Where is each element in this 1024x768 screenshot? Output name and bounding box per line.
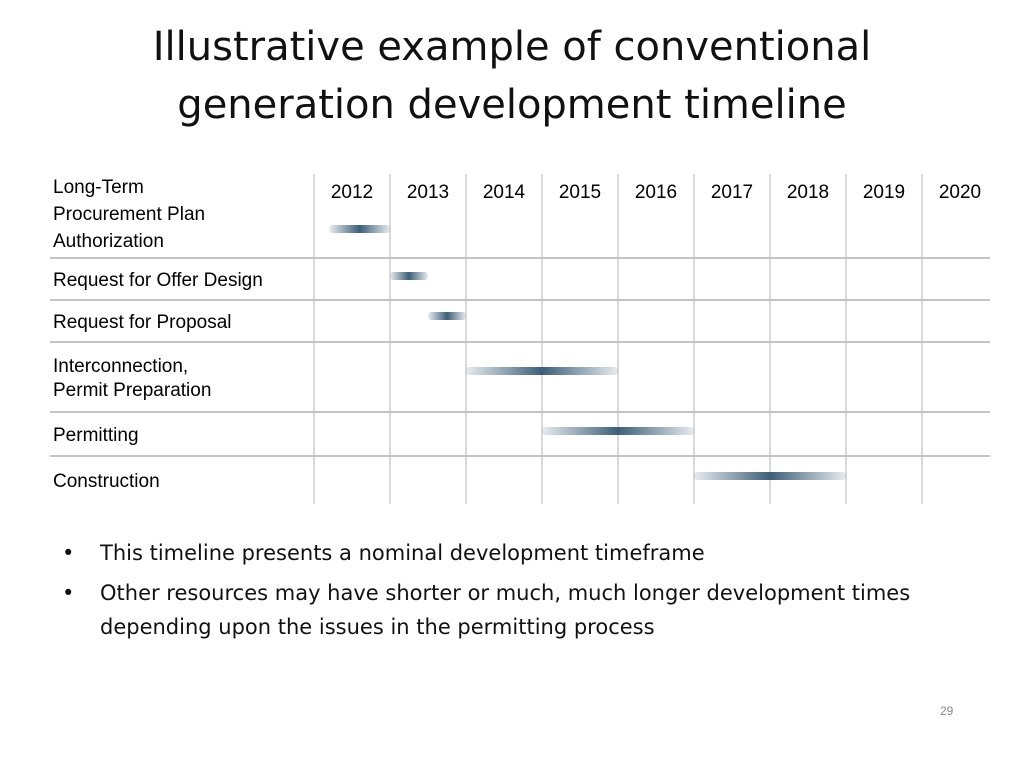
task-label: Permitting [53, 425, 139, 446]
year-label: 2019 [863, 182, 905, 203]
task-bar [390, 272, 428, 280]
task-label: Long-Term [53, 177, 144, 198]
year-label: 2013 [407, 182, 449, 203]
task-bar [466, 367, 618, 375]
task-bars [329, 225, 846, 480]
page-number: 29 [940, 704, 954, 718]
bullet-item: Other resources may have shorter or much… [62, 576, 962, 644]
task-bar [428, 312, 466, 320]
task-bar [329, 225, 390, 233]
task-label: Request for Proposal [53, 312, 232, 333]
year-label: 2020 [939, 182, 981, 203]
year-label: 2017 [711, 182, 753, 203]
year-label: 2016 [635, 182, 677, 203]
task-label: Interconnection, [53, 356, 188, 377]
bullet-item: This timeline presents a nominal develop… [62, 536, 962, 570]
task-label: Permit Preparation [53, 380, 211, 401]
gantt-chart: 2012 2013 2014 2015 2016 2017 2018 2019 2020 Lon… [50, 174, 990, 504]
slide-title-line-1: Illustrative example of conventional [152, 24, 872, 70]
task-bar [694, 472, 846, 480]
slide-title: Illustrative example of conventional gen… [0, 18, 1024, 134]
bullet-list: This timeline presents a nominal develop… [62, 536, 962, 650]
task-label: Authorization [53, 231, 164, 252]
task-labels: Long-Term Procurement Plan Authorization Re… [53, 177, 263, 492]
task-label: Request for Offer Design [53, 270, 263, 291]
task-label: Procurement Plan [53, 204, 205, 225]
grid-layer [50, 174, 990, 504]
task-bar [542, 427, 694, 435]
year-labels: 2012 2013 2014 2015 2016 2017 2018 2019 2020 [331, 182, 981, 203]
year-label: 2018 [787, 182, 829, 203]
year-label: 2014 [483, 182, 526, 203]
year-label: 2012 [331, 182, 373, 203]
task-label: Construction [53, 471, 160, 492]
slide-title-line-2: generation development timeline [177, 82, 847, 128]
year-label: 2015 [559, 182, 601, 203]
